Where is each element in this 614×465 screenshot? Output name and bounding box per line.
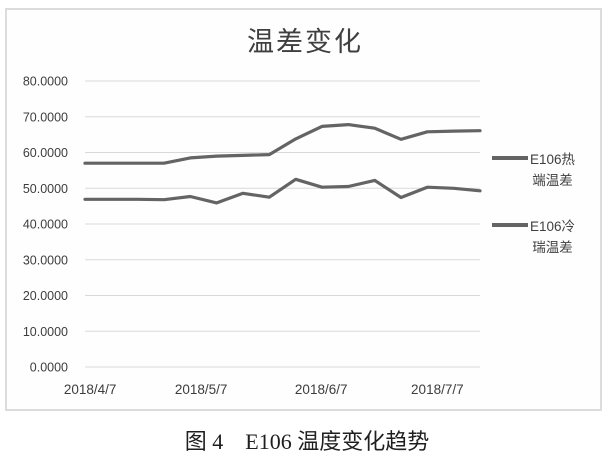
y-axis-tick-label: 80.0000 bbox=[23, 75, 68, 89]
legend-label-hot: E106热 端温差 bbox=[530, 149, 575, 191]
y-axis-tick-label: 40.0000 bbox=[23, 218, 68, 232]
y-axis-tick-label: 20.0000 bbox=[23, 289, 68, 303]
chart-legend: E106热 端温差 E106冷 瑞温差 bbox=[492, 149, 604, 258]
y-axis-tick-label: 70.0000 bbox=[23, 110, 68, 124]
x-axis-tick-label: 2018/6/7 bbox=[295, 382, 348, 397]
legend-label-hot-line2: 端温差 bbox=[532, 173, 573, 188]
chart-title: 温差变化 bbox=[247, 27, 363, 57]
legend-line-swatch-hot bbox=[492, 156, 528, 160]
x-axis-tick-label: 2018/5/7 bbox=[175, 382, 228, 397]
y-axis-tick-label: 60.0000 bbox=[23, 146, 68, 160]
legend-line-swatch-cold bbox=[492, 223, 528, 227]
chart-frame bbox=[5, 8, 602, 411]
y-axis-tick-label: 0.0000 bbox=[30, 361, 68, 375]
x-axis-tick-label: 2018/4/7 bbox=[64, 382, 117, 397]
legend-item-cold-end: E106冷 瑞温差 bbox=[492, 216, 604, 258]
x-axis-tick-label: 2018/7/7 bbox=[411, 382, 464, 397]
y-axis-tick-label: 10.0000 bbox=[23, 325, 68, 339]
legend-label-cold: E106冷 瑞温差 bbox=[530, 216, 575, 258]
series-line-0 bbox=[83, 122, 482, 165]
y-axis-tick-label: 30.0000 bbox=[23, 253, 68, 267]
y-axis-tick-label: 50.0000 bbox=[23, 182, 68, 196]
figure-caption: 图 4 E106 温度变化趋势 bbox=[184, 429, 430, 454]
legend-label-cold-line1: E106冷 bbox=[530, 219, 576, 234]
legend-label-hot-line1: E106热 bbox=[530, 152, 576, 167]
legend-item-hot-end: E106热 端温差 bbox=[492, 149, 604, 191]
series-line-1 bbox=[83, 177, 482, 205]
legend-label-cold-line2: 瑞温差 bbox=[532, 240, 573, 255]
